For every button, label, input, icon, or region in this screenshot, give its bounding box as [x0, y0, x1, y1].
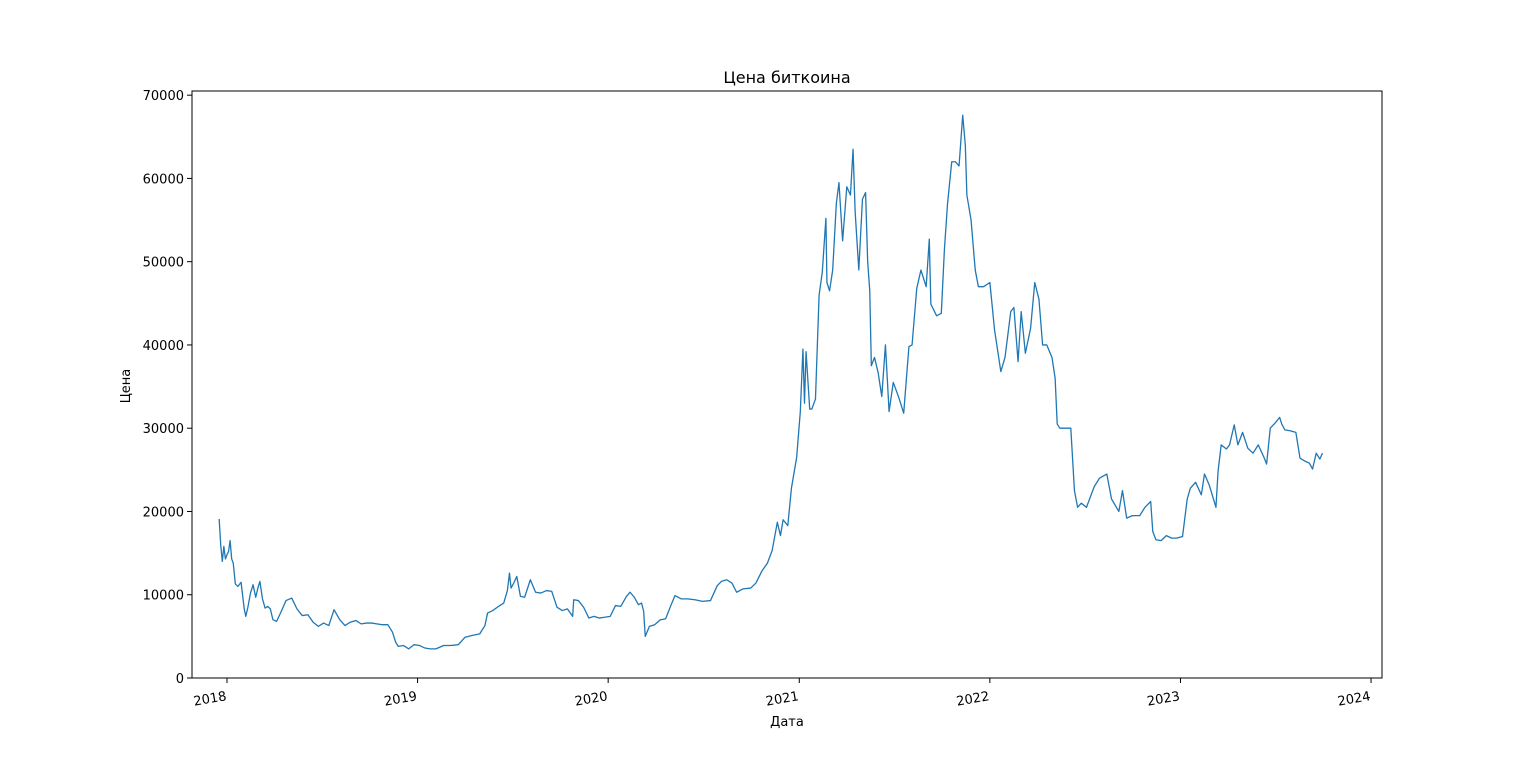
y-tick-label: 40000 [143, 339, 184, 354]
chart-title: Цена биткоина [723, 68, 850, 87]
y-tick-label: 70000 [143, 89, 184, 104]
y-tick-label: 50000 [143, 256, 184, 271]
y-tick-label: 10000 [143, 589, 184, 604]
y-axis-title: Цена [119, 369, 134, 404]
x-tick-label: 2018 [192, 689, 227, 710]
y-tick-label: 60000 [143, 172, 184, 187]
series-line-0 [218, 114, 1324, 650]
x-tick-label: 2023 [1146, 689, 1181, 710]
x-axis-title: Дата [770, 715, 804, 730]
x-tick-label: 2019 [383, 689, 418, 710]
x-tick-label: 2022 [955, 689, 990, 710]
x-tick-label: 2020 [574, 689, 609, 710]
y-tick-label: 20000 [143, 505, 184, 520]
y-tick-label: 0 [176, 672, 184, 687]
x-tick-label: 2024 [1337, 689, 1372, 710]
x-tick-label: 2021 [765, 689, 800, 710]
axes-frame [191, 90, 1383, 679]
plot-area: 0 10000 20000 30000 40000 50000 60000 70000 2018… [143, 89, 1383, 710]
y-tick-label: 30000 [143, 422, 184, 437]
